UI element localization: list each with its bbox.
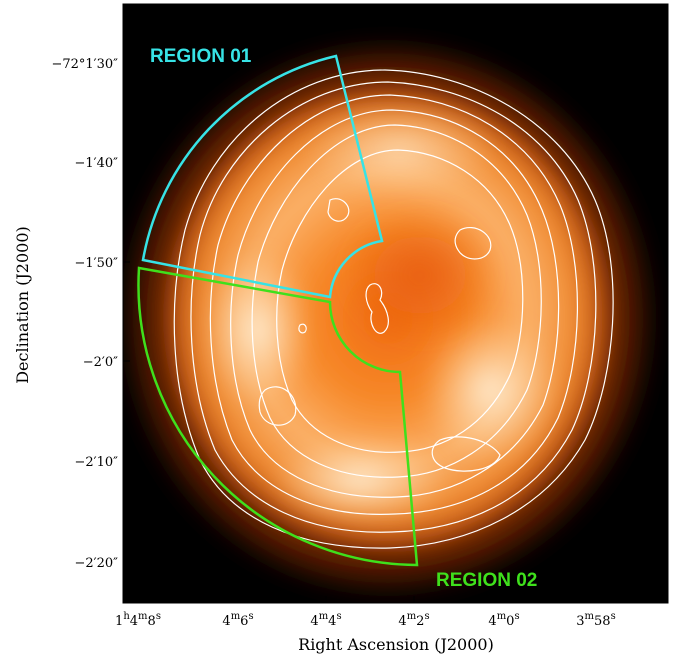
central-core	[340, 205, 500, 345]
contour-12	[258, 386, 297, 426]
x-tick-label: 4m4s	[310, 611, 341, 629]
bright-patch-south	[270, 435, 450, 525]
tick-marks	[123, 62, 593, 603]
contour-9	[454, 227, 492, 260]
contour-7	[327, 198, 350, 222]
y-tick-label: −2′10″	[74, 455, 118, 470]
contour-2	[190, 81, 597, 533]
region-02-label: REGION 02	[436, 570, 537, 591]
region-02-sector	[137, 266, 419, 567]
x-tick-label: 4m2s	[398, 611, 429, 629]
y-axis-title: Declination (J2000)	[13, 226, 32, 384]
y-tick-labels: −72°1′30″ −1′40″ −1′50″ −2′0″ −2′10″ −2′…	[51, 57, 118, 571]
contour-5	[251, 124, 542, 478]
y-tick-label: −1′40″	[74, 156, 118, 171]
contour-4	[230, 109, 560, 498]
y-tick-label: −1′50″	[74, 256, 118, 271]
contour-11	[431, 436, 501, 472]
bright-patch-east	[420, 315, 560, 465]
contour-6	[276, 149, 524, 453]
contour-3	[209, 94, 579, 515]
x-tick-label: 1h4m8s	[115, 611, 161, 629]
region-01-label: REGION 01	[150, 46, 252, 67]
contour-10	[298, 323, 307, 334]
x-tick-labels: 1h4m8s 4m6s 4m4s 4m2s 4m0s 3m58s	[115, 611, 616, 629]
contours	[173, 69, 614, 549]
y-tick-label: −2′0″	[83, 355, 118, 370]
y-tick-label: −2′20″	[74, 556, 118, 571]
plot-frame	[122, 3, 669, 604]
region-01-sector	[141, 54, 384, 299]
bright-patch-west	[203, 250, 313, 410]
x-tick-label: 3m58s	[576, 611, 615, 629]
contour-1	[173, 69, 614, 549]
x-tick-label: 4m6s	[222, 611, 253, 629]
image-panel	[123, 4, 668, 603]
x-tick-label: 4m0s	[488, 611, 519, 629]
contour-8	[365, 283, 389, 334]
x-axis-title: Right Ascension (J2000)	[298, 635, 494, 654]
y-tick-label: −72°1′30″	[51, 57, 118, 72]
